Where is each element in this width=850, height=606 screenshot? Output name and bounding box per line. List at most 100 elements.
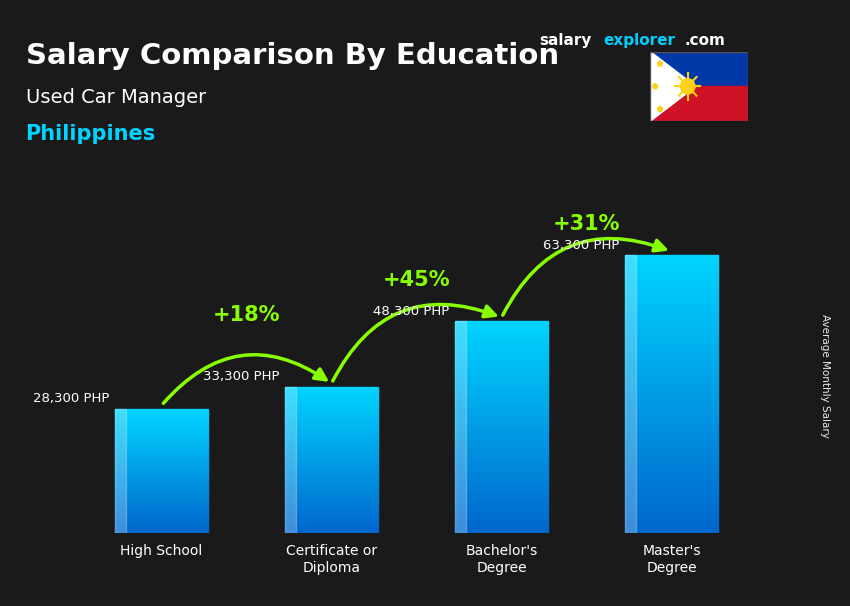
Bar	[625, 451, 718, 453]
Bar	[285, 409, 378, 410]
Bar	[625, 486, 718, 487]
Bar	[455, 461, 548, 462]
Bar	[455, 444, 548, 445]
Bar	[625, 430, 718, 431]
Bar	[285, 477, 378, 478]
Bar	[115, 525, 208, 526]
Bar	[455, 412, 548, 413]
Bar	[285, 396, 378, 397]
Bar	[455, 331, 548, 333]
Bar	[285, 393, 378, 395]
Bar	[285, 484, 378, 485]
Bar	[455, 508, 548, 509]
Bar	[625, 282, 718, 283]
Bar	[455, 453, 548, 454]
Bar	[115, 461, 208, 462]
Bar	[285, 527, 378, 528]
Bar	[455, 336, 548, 337]
Bar	[455, 456, 548, 457]
Bar	[285, 523, 378, 524]
Bar	[115, 509, 208, 510]
Bar	[455, 411, 548, 412]
Text: +18%: +18%	[212, 305, 280, 325]
Bar	[285, 389, 378, 390]
Bar	[455, 347, 548, 348]
Bar	[625, 256, 718, 258]
Bar	[115, 465, 208, 466]
Bar	[625, 375, 718, 376]
Bar	[625, 494, 718, 496]
Bar	[285, 446, 378, 447]
Bar	[285, 390, 378, 391]
Bar	[455, 463, 548, 464]
Bar	[455, 443, 548, 444]
Bar	[625, 469, 718, 471]
Bar	[625, 397, 718, 398]
Bar	[115, 421, 208, 422]
Bar	[625, 296, 718, 297]
Bar	[455, 465, 548, 467]
Text: explorer: explorer	[604, 33, 676, 48]
Bar	[455, 427, 548, 428]
Bar	[285, 447, 378, 448]
Bar	[285, 507, 378, 508]
Bar	[625, 425, 718, 426]
Bar	[455, 350, 548, 351]
Bar	[115, 434, 208, 435]
Bar	[625, 445, 718, 447]
Polygon shape	[658, 106, 662, 112]
Bar	[285, 449, 378, 450]
Bar	[455, 473, 548, 474]
Bar	[115, 432, 208, 433]
Bar	[625, 264, 718, 265]
Bar	[625, 318, 718, 319]
Bar	[285, 476, 378, 477]
Bar	[115, 466, 208, 467]
Bar	[285, 462, 378, 463]
Bar	[455, 368, 548, 369]
Bar	[285, 474, 378, 476]
Bar	[455, 430, 548, 431]
Bar	[455, 392, 548, 393]
Bar	[625, 367, 718, 368]
Bar	[625, 371, 718, 372]
Bar	[455, 515, 548, 516]
Bar	[455, 493, 548, 494]
Bar	[115, 507, 208, 508]
Bar	[455, 390, 548, 391]
Bar	[285, 516, 378, 517]
Bar	[625, 378, 718, 379]
Bar	[285, 450, 378, 451]
Bar	[285, 444, 378, 445]
Bar	[455, 357, 548, 358]
Bar	[625, 487, 718, 489]
Bar	[285, 451, 378, 452]
Bar	[285, 515, 378, 516]
Bar	[115, 478, 208, 479]
Bar	[285, 391, 378, 392]
Bar	[455, 467, 548, 468]
Bar	[625, 261, 718, 262]
Bar	[115, 452, 208, 453]
Bar	[115, 485, 208, 486]
Bar	[285, 497, 378, 498]
Bar	[455, 421, 548, 422]
Bar	[625, 269, 718, 270]
Bar	[455, 439, 548, 440]
Bar	[455, 511, 548, 512]
Bar	[115, 429, 208, 430]
Bar	[455, 462, 548, 463]
Bar	[285, 504, 378, 505]
Bar	[625, 329, 718, 330]
Bar	[625, 365, 718, 367]
Bar	[455, 468, 548, 470]
Bar	[455, 373, 548, 374]
Bar	[115, 513, 208, 514]
Bar	[455, 440, 548, 441]
Bar	[285, 406, 378, 407]
Bar	[455, 324, 548, 325]
Bar	[115, 442, 208, 443]
Bar	[625, 404, 718, 405]
Bar	[625, 414, 718, 415]
Bar	[115, 472, 208, 473]
